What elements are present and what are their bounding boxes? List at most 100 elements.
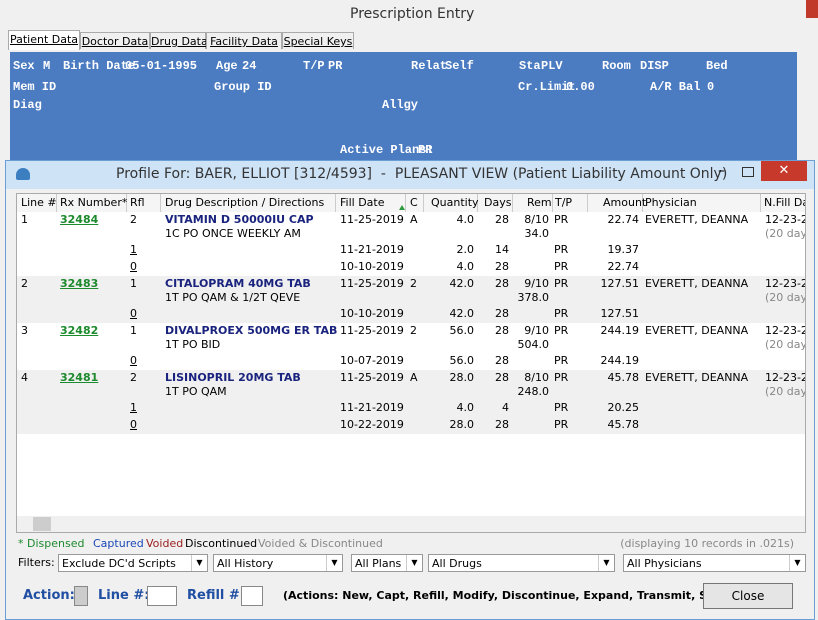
cell-rfl[interactable]: 1 xyxy=(130,243,137,256)
field-value: 24 xyxy=(242,59,257,73)
column-header[interactable]: T/P xyxy=(555,196,573,209)
h-scrollbar[interactable] xyxy=(17,516,805,532)
filter-dropdown[interactable]: All Drugs ▼ xyxy=(428,554,615,572)
cell-days: 14 xyxy=(495,243,509,256)
cell-days: 28 xyxy=(495,371,509,384)
legend-item: Captured xyxy=(93,537,144,550)
header-separator xyxy=(512,194,513,212)
cell-nfill: 12-23-20 xyxy=(765,324,805,337)
cell-fill: 11-21-2019 xyxy=(340,243,404,256)
filter-dropdown[interactable]: Exclude DC'd Scripts ▼ xyxy=(58,554,208,572)
cell-qty: 28.0 xyxy=(449,418,475,431)
cell-rfl[interactable]: 0 xyxy=(130,418,137,431)
column-header[interactable]: Quantity xyxy=(431,196,479,209)
column-header[interactable]: Drug Description / Directions xyxy=(165,196,325,209)
cell-rem: 34.0 xyxy=(524,227,550,240)
tab[interactable]: Doctor Data xyxy=(80,32,150,49)
field-value: 05-01-1995 xyxy=(125,59,198,73)
column-header[interactable]: Line # xyxy=(21,196,57,209)
column-header[interactable]: Rfl xyxy=(130,196,145,209)
column-header[interactable]: Days xyxy=(484,196,512,209)
cell-amount: 20.25 xyxy=(607,401,640,414)
dropdown-arrow[interactable]: ▼ xyxy=(191,555,207,571)
cell-c: 2 xyxy=(410,324,417,337)
dropdown-arrow[interactable]: ▼ xyxy=(406,555,422,571)
cell-line: 3 xyxy=(21,324,28,337)
tab[interactable]: Special Keys xyxy=(282,32,354,49)
field-label: Diag xyxy=(13,98,42,112)
cell-qty: 28.0 xyxy=(449,371,475,384)
column-header[interactable]: N.Fill Date xyxy=(764,196,805,209)
cell-rfl[interactable]: 1 xyxy=(130,401,137,414)
cell-nfill: (20 days xyxy=(765,291,805,304)
cell-rx[interactable]: 32484 xyxy=(60,213,99,226)
cell-tp: PR xyxy=(554,307,569,320)
maximize-button[interactable] xyxy=(742,167,754,177)
tab[interactable]: Patient Data xyxy=(8,30,80,50)
cell-nfill: 12-23-20 xyxy=(765,277,805,290)
cell-physician: EVERETT, DEANNA xyxy=(645,277,749,290)
field-value: DISP xyxy=(640,59,669,73)
column-header[interactable]: Rem xyxy=(527,196,552,209)
tab[interactable]: Drug Data xyxy=(150,32,208,49)
cell-days: 28 xyxy=(495,307,509,320)
field-label: Allgy xyxy=(382,98,419,112)
cell-drug: 1T PO QAM & 1/2T QEVE xyxy=(165,291,301,304)
action-input[interactable] xyxy=(74,586,88,606)
column-header[interactable]: Amount xyxy=(603,196,647,209)
dropdown-arrow[interactable]: ▼ xyxy=(326,555,342,571)
header-separator xyxy=(760,194,761,212)
cell-fill: 10-10-2019 xyxy=(340,307,404,320)
header-separator xyxy=(423,194,424,212)
cell-drug: VITAMIN D 50000IU CAP xyxy=(165,213,314,226)
cell-rfl[interactable]: 0 xyxy=(130,260,137,273)
cell-drug: 1T PO QAM xyxy=(165,385,227,398)
cell-line: 1 xyxy=(21,213,28,226)
header-separator xyxy=(552,194,553,212)
cell-physician: EVERETT, DEANNA xyxy=(645,324,749,337)
field-label: Active Plans: xyxy=(340,143,434,157)
column-header[interactable]: Fill Date xyxy=(340,196,385,209)
cell-amount: 127.51 xyxy=(600,277,640,290)
action-label: Action: xyxy=(23,588,75,603)
cell-line: 4 xyxy=(21,371,28,384)
dropdown-arrow[interactable]: ▼ xyxy=(789,555,805,571)
filter-dropdown[interactable]: All Physicians ▼ xyxy=(623,554,806,572)
scroll-thumb[interactable] xyxy=(33,517,51,531)
dialog-titlebar: Profile For: BAER, ELLIOT [312/4593] - P… xyxy=(6,161,814,189)
column-header[interactable]: Rx Number* xyxy=(60,196,128,209)
cell-rem: 9/10 xyxy=(524,277,549,290)
filter-dropdown[interactable]: All Plans ▼ xyxy=(351,554,423,572)
header-separator xyxy=(56,194,57,212)
cell-tp: PR xyxy=(554,371,569,384)
refill-input[interactable] xyxy=(241,586,263,606)
header-separator xyxy=(587,194,588,212)
cell-rfl[interactable]: 0 xyxy=(130,307,137,320)
tab[interactable]: Facility Data xyxy=(206,32,282,49)
filter-dropdown[interactable]: All History ▼ xyxy=(213,554,343,572)
cell-qty: 42.0 xyxy=(449,307,475,320)
window-title: Prescription Entry xyxy=(350,6,475,22)
legend-item: Voided & Discontinued xyxy=(258,537,383,550)
column-header[interactable]: C xyxy=(410,196,418,209)
minimize-button[interactable]: – xyxy=(718,163,725,179)
cell-fill: 11-25-2019 xyxy=(340,324,404,337)
cell-fill: 11-25-2019 xyxy=(340,371,404,384)
line-input[interactable] xyxy=(147,586,177,606)
field-label: T/P xyxy=(303,59,325,73)
cell-amount: 45.78 xyxy=(607,371,640,384)
cell-rx[interactable]: 32483 xyxy=(60,277,99,290)
dropdown-arrow[interactable]: ▼ xyxy=(598,555,614,571)
cell-rx[interactable]: 32481 xyxy=(60,371,99,384)
close-button[interactable]: ✕ xyxy=(761,161,807,181)
cell-rx[interactable]: 32482 xyxy=(60,324,99,337)
row-group xyxy=(17,370,805,434)
cell-rem: 378.0 xyxy=(517,291,550,304)
window-close[interactable] xyxy=(806,0,818,18)
legend-item: * Dispensed xyxy=(18,537,85,550)
cell-rfl: 2 xyxy=(130,213,137,226)
close-button[interactable]: Close xyxy=(703,583,793,609)
cell-rfl[interactable]: 0 xyxy=(130,354,137,367)
column-header[interactable]: Physician xyxy=(645,196,697,209)
